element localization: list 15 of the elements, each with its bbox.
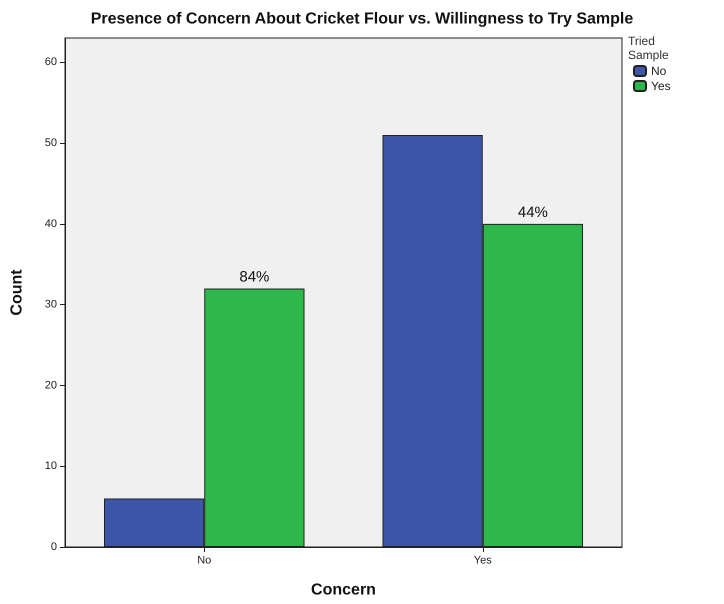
y-tick-label: 10 (44, 460, 57, 472)
legend-label: No (651, 64, 667, 78)
y-axis-title: Count (8, 268, 26, 316)
chart-title: Presence of Concern About Cricket Flour vs. Willingness to Try Sample (90, 10, 634, 28)
x-axis-title: Concern (311, 582, 376, 598)
y-tick-label: 40 (44, 218, 57, 230)
annotation: 44% (518, 204, 548, 221)
y-tick-label: 0 (50, 541, 57, 553)
y-tick-label: 60 (44, 56, 57, 68)
annotation: 84% (239, 268, 270, 286)
y-tick-label: 50 (44, 137, 57, 150)
y-tick-label: 30 (44, 298, 57, 311)
legend-title: Tried Sample (628, 34, 670, 62)
y-tick-label: 20 (44, 379, 57, 392)
legend-label: Yes (651, 79, 671, 93)
